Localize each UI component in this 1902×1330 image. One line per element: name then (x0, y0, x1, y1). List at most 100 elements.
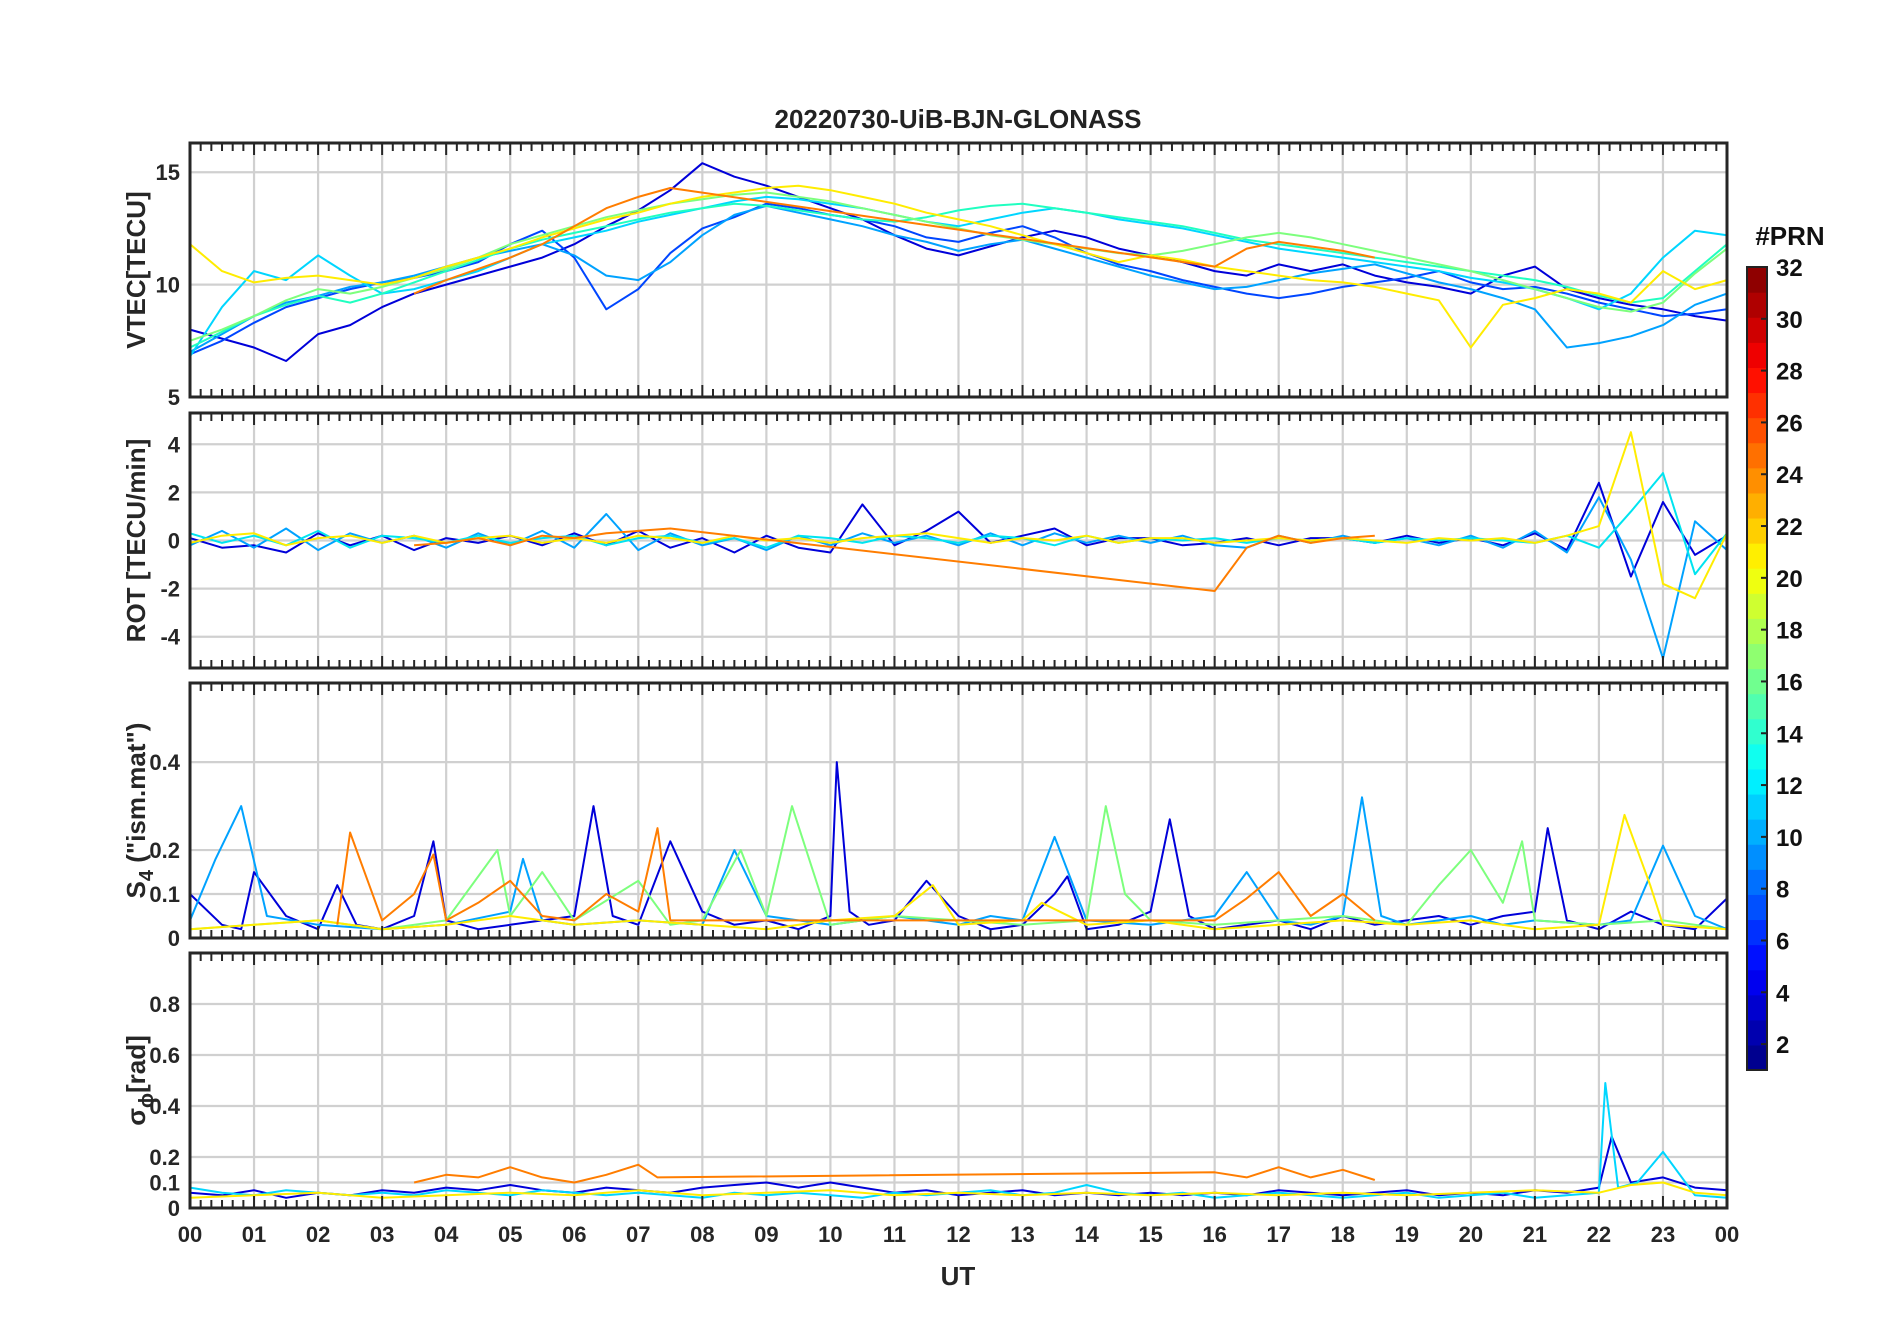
y-tick-label: 0 (168, 529, 180, 554)
x-tick-label: 23 (1651, 1222, 1675, 1247)
y-tick-label: 0.4 (149, 1094, 180, 1119)
x-tick-label: 11 (883, 1222, 906, 1247)
chart-title: 20220730-UiB-BJN-GLONASS (774, 104, 1141, 134)
x-tick-label: 07 (626, 1222, 650, 1247)
x-tick-label: 15 (1138, 1222, 1162, 1247)
x-tick-label: 21 (1523, 1222, 1547, 1247)
x-tick-label: 06 (562, 1222, 586, 1247)
x-tick-label: 19 (1395, 1222, 1419, 1247)
colorbar-tick-label: 26 (1776, 410, 1803, 437)
x-tick-label: 04 (434, 1222, 459, 1247)
colorbar-segment (1747, 267, 1767, 293)
colorbar-segment (1747, 919, 1767, 946)
colorbar-segment (1747, 417, 1767, 444)
x-tick-label: 02 (306, 1222, 330, 1247)
colorbar-segment (1747, 593, 1767, 619)
x-tick-label: 14 (1074, 1222, 1099, 1247)
y-axis-label: ROT [TECU/min] (121, 439, 151, 643)
colorbar-segment (1747, 869, 1767, 895)
y-tick-label: 0 (168, 1196, 180, 1221)
colorbar-segment (1747, 718, 1767, 745)
colorbar-segment (1747, 693, 1767, 720)
colorbar-tick-label: 22 (1776, 514, 1803, 541)
series-prn-23 (413, 187, 1376, 295)
y-tick-label: 10 (156, 273, 180, 298)
colorbar-tick-label: 8 (1776, 877, 1789, 904)
colorbar-segment (1747, 492, 1767, 519)
series-prn-10 (189, 796, 1728, 931)
y-tick-label: 0 (168, 926, 180, 951)
colorbar-segment (1747, 618, 1767, 645)
x-tick-label: 12 (946, 1222, 970, 1247)
colorbar-segment (1747, 292, 1767, 318)
panel-rot: -4 -2 0 2 4 ROT [TECU/min] (121, 411, 1729, 670)
colorbar-tick-label: 2 (1776, 1032, 1789, 1059)
colorbar-segment (1747, 793, 1767, 820)
panel-s4: 0 0.1 0.2 0.4S4 ("ism.mat") (121, 681, 1729, 951)
y-axis-label: σϕ[rad] (121, 1035, 158, 1126)
x-tick-label: 16 (1202, 1222, 1226, 1247)
colorbar-segment (1747, 342, 1767, 368)
colorbar-tick-label: 14 (1776, 721, 1803, 748)
y-axis-label: VTEC[TECU] (121, 191, 151, 348)
x-tick-label: 00 (178, 1222, 202, 1247)
colorbar-tick-label: 20 (1776, 566, 1803, 593)
colorbar-segment (1747, 317, 1767, 343)
colorbar-segment (1747, 392, 1767, 419)
colorbar-segment (1747, 643, 1767, 670)
colorbar-segment (1747, 1019, 1767, 1046)
colorbar-tick-label: 30 (1776, 307, 1803, 334)
x-tick-label: 22 (1587, 1222, 1611, 1247)
colorbar-segment (1747, 994, 1767, 1021)
colorbar-segment (1747, 743, 1767, 770)
colorbar-segment (1747, 1044, 1767, 1071)
series-prn-23 (336, 827, 1376, 925)
x-tick-label: 01 (242, 1222, 266, 1247)
colorbar-segment (1747, 517, 1767, 544)
colorbar-segment (1747, 568, 1767, 594)
x-tick-label: 17 (1266, 1222, 1290, 1247)
series-prn-17 (189, 191, 1728, 342)
colorbar-segment (1747, 969, 1767, 996)
x-tick-label: 09 (754, 1222, 778, 1247)
series-prn-20 (189, 184, 1728, 349)
colorbar-frame (1746, 266, 1768, 1071)
colorbar-segment (1747, 467, 1767, 494)
y-tick-label: 0.8 (149, 992, 180, 1017)
x-tick-label: 18 (1331, 1222, 1355, 1247)
colorbar-segment (1747, 442, 1767, 469)
colorbar-segment (1747, 819, 1767, 845)
x-tick-label: 13 (1010, 1222, 1034, 1247)
colorbar-tick-label: 28 (1776, 359, 1803, 386)
colorbar-tick-label: 6 (1776, 928, 1789, 955)
x-tick-label: 00 (1715, 1222, 1739, 1247)
x-axis-label: UT (941, 1261, 976, 1291)
colorbar-tick-label: 10 (1776, 825, 1803, 852)
colorbar-tick-label: 12 (1776, 773, 1803, 800)
series-prn-23 (413, 1163, 1376, 1184)
y-tick-label: 0.2 (149, 1145, 180, 1170)
colorbar-segment (1747, 944, 1767, 971)
colorbar-tick-label: 16 (1776, 669, 1803, 696)
colorbar-tick-label: 18 (1776, 618, 1803, 645)
x-tick-label: 05 (498, 1222, 522, 1247)
colorbar-segment (1747, 894, 1767, 921)
y-tick-label: 15 (156, 160, 180, 185)
x-tick-label: 03 (370, 1222, 394, 1247)
colorbar-tick-label: 32 (1776, 255, 1803, 282)
panel-sigma_phi: 00.10.2 0.4 0.6 0.8 σϕ[rad] (121, 951, 1729, 1221)
y-tick-label: 0.6 (149, 1043, 180, 1068)
series-prn-2 (189, 761, 1728, 931)
y-tick-label: 0.4 (149, 750, 180, 775)
series-prn-2 (189, 162, 1728, 362)
x-tick-label: 20 (1459, 1222, 1483, 1247)
y-tick-label: 0.1 (149, 1171, 180, 1196)
colorbar-label: #PRN (1755, 221, 1824, 251)
colorbar-segment (1747, 543, 1767, 569)
y-tick-label: 0.2 (149, 838, 180, 863)
y-tick-label: 0.1 (149, 882, 180, 907)
